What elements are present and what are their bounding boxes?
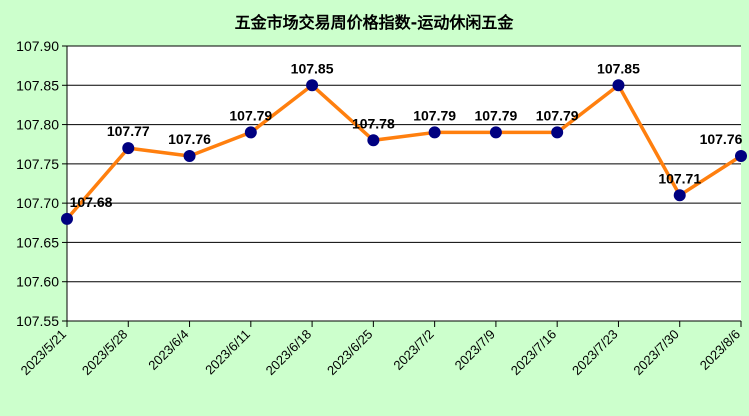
x-tick-label: 2023/6/4 — [145, 327, 191, 373]
series-line — [65, 83, 742, 221]
x-tick-label: 2023/8/6 — [697, 327, 743, 373]
y-tick-label: 107.90 — [16, 38, 59, 54]
x-tick-label: 2023/5/28 — [79, 327, 131, 379]
data-label: 107.79 — [413, 107, 456, 123]
x-tick-label: 2023/6/11 — [202, 327, 253, 378]
data-label: 107.79 — [229, 107, 272, 123]
data-label: 107.68 — [70, 194, 113, 210]
x-tick-label: 2023/7/23 — [569, 327, 621, 379]
data-label: 107.79 — [536, 107, 579, 123]
data-label: 107.79 — [474, 107, 517, 123]
x-tick-label: 2023/7/2 — [390, 327, 436, 373]
chart-title: 五金市场交易周价格指数-运动休闲五金 — [235, 13, 515, 32]
data-point — [244, 126, 257, 139]
x-tick-label: 2023/7/30 — [630, 327, 682, 379]
x-tick-label: 2023/7/9 — [452, 327, 498, 373]
data-label: 107.78 — [352, 115, 395, 131]
data-point — [673, 189, 686, 202]
data-label: 107.85 — [291, 60, 334, 76]
data-point — [735, 150, 747, 162]
plot-area — [67, 46, 741, 321]
y-tick-label: 107.65 — [16, 234, 59, 250]
data-point — [367, 134, 380, 147]
x-tick-label: 2023/6/25 — [324, 327, 376, 379]
data-point — [551, 126, 564, 139]
data-label: 107.76 — [168, 131, 211, 147]
y-tick-label: 107.70 — [16, 195, 59, 211]
x-tick-label: 2023/5/21 — [18, 327, 70, 379]
data-point — [122, 142, 135, 155]
data-label: 107.71 — [658, 170, 701, 186]
data-label: 107.85 — [597, 60, 640, 76]
data-point — [489, 126, 502, 139]
data-point — [183, 150, 196, 162]
y-tick-label: 107.85 — [16, 77, 59, 93]
data-label: 107.76 — [700, 131, 743, 147]
data-label: 107.77 — [107, 123, 150, 139]
y-tick-label: 107.60 — [16, 274, 59, 290]
y-tick-label: 107.80 — [16, 117, 59, 133]
data-point — [428, 126, 441, 139]
data-point — [306, 79, 319, 92]
x-tick-label: 2023/7/16 — [508, 327, 560, 379]
y-tick-label: 107.55 — [16, 313, 59, 329]
data-point — [61, 212, 73, 225]
x-tick-label: 2023/6/18 — [263, 327, 315, 379]
data-point — [612, 79, 625, 92]
y-tick-label: 107.75 — [16, 156, 59, 172]
